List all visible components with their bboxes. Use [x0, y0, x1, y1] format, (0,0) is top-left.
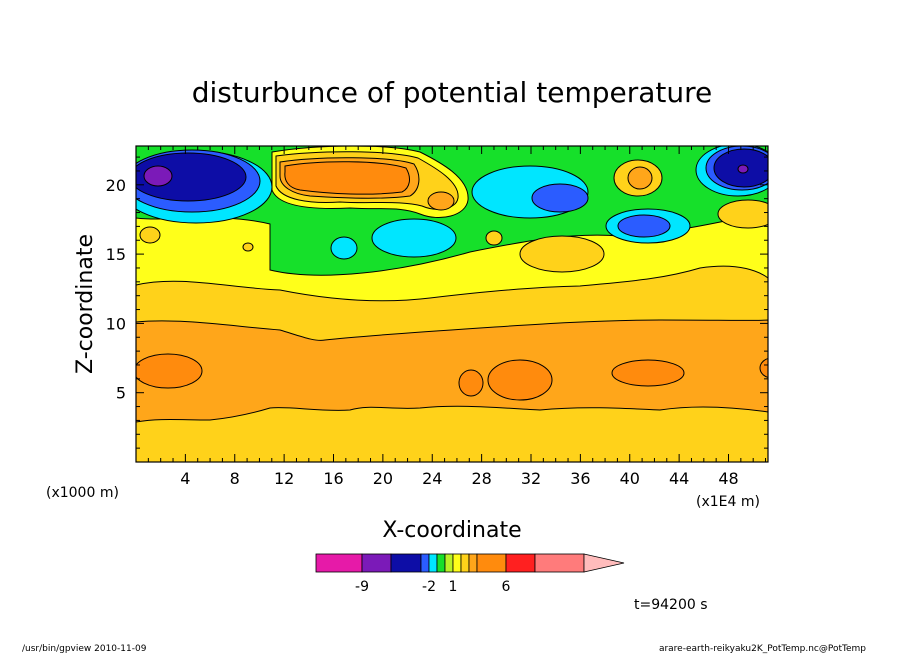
blue-area-center [531, 183, 589, 213]
colorbar-label: 6 [502, 579, 511, 595]
middle-orange-band [136, 319, 768, 423]
colorbar-swatch [436, 553, 446, 573]
orange-cell-right-core [627, 166, 653, 190]
colorbar-swatch [315, 553, 363, 573]
x-tick-label: 8 [230, 469, 240, 488]
colorbar-swatch [534, 553, 585, 573]
colorbar-label: -9 [355, 579, 369, 595]
y-tick-label: 20 [106, 176, 126, 195]
x-tick-label: 44 [669, 469, 689, 488]
chart-title: disturbunce of potential temperature [192, 76, 713, 109]
colorbar: -9 -2 1 6 [315, 553, 625, 595]
warm-blob-left [136, 353, 203, 389]
warm-blob-right [611, 359, 685, 387]
colorbar-swatch [420, 553, 430, 573]
time-label: t=94200 s [634, 597, 708, 613]
y-tick-label: 15 [106, 245, 126, 264]
colorbar-label: -2 [422, 579, 436, 595]
colorbar-swatch [468, 553, 478, 573]
footer-left: /usr/bin/gpview 2010-11-09 [22, 644, 147, 654]
colorbar-swatch [444, 553, 454, 573]
colorbar-swatch [460, 553, 470, 573]
colorbar-swatch [505, 553, 536, 573]
footer-right: arare-earth-reikyaku2K_PotTemp.nc@PotTem… [659, 644, 866, 654]
colorbar-swatch [476, 553, 507, 573]
blue-area-right [617, 214, 671, 238]
colorbar-swatch [452, 553, 462, 573]
x-unit-label: (x1000 m) [46, 485, 119, 501]
x-scale-label: (x1E4 m) [696, 494, 760, 510]
small-orange-cell [427, 191, 455, 211]
orange-cell-left [139, 226, 161, 244]
warm-blob-edge [759, 358, 768, 378]
x-tick-label: 36 [570, 469, 590, 488]
y-tick-label: 5 [116, 384, 126, 403]
orange-cell-small-mid [485, 230, 503, 246]
orange-cell-far-right [717, 199, 768, 229]
plot-frame [135, 145, 769, 463]
orange-cell-mid-right [519, 235, 605, 273]
colorbar-swatch [390, 553, 422, 573]
x-tick-label: 32 [521, 469, 541, 488]
y-tick-label: 10 [106, 314, 126, 333]
colorbar-label: 1 [449, 579, 458, 595]
x-tick-label: 20 [373, 469, 393, 488]
colorbar-swatch [428, 553, 438, 573]
x-axis-label: X-coordinate [382, 518, 521, 543]
cyan-area-mid [371, 218, 457, 258]
y-axis-label: Z-coordinate [73, 234, 98, 374]
plot-area [136, 146, 768, 462]
warm-blob-center [487, 359, 553, 401]
x-tick-label: 40 [620, 469, 640, 488]
colorbar-arrow [583, 553, 625, 573]
x-tick-label: 24 [422, 469, 442, 488]
cyan-area-small [330, 236, 358, 260]
orange-cell-dot [242, 242, 254, 252]
x-tick-label: 12 [274, 469, 294, 488]
purple-core-left [143, 165, 173, 187]
warm-core [284, 161, 410, 195]
purple-core-top-right [737, 164, 749, 174]
x-tick-label: 4 [180, 469, 190, 488]
navy-area-left [136, 152, 247, 202]
x-tick-label: 28 [471, 469, 491, 488]
colorbar-swatch [361, 553, 392, 573]
warm-blob-small [458, 369, 484, 397]
x-tick-label: 48 [718, 469, 738, 488]
x-tick-label: 16 [323, 469, 343, 488]
